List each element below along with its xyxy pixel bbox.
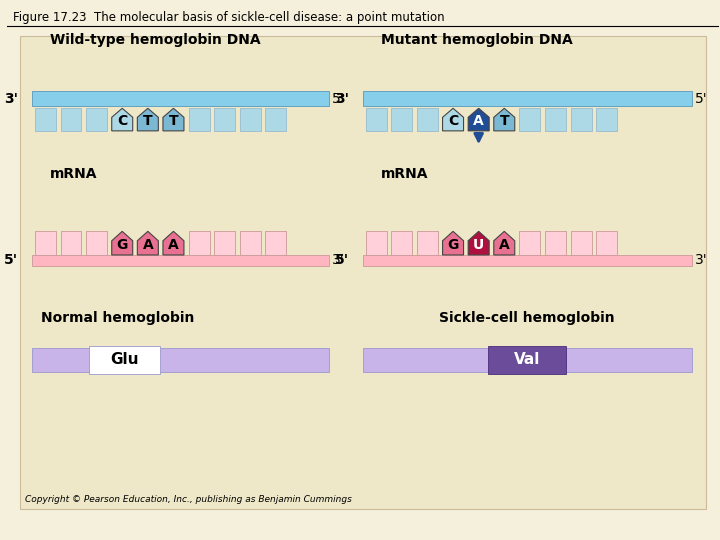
FancyBboxPatch shape: [596, 109, 617, 131]
FancyBboxPatch shape: [32, 91, 329, 106]
Polygon shape: [138, 231, 158, 255]
FancyBboxPatch shape: [417, 109, 438, 131]
Text: Mutant hemoglobin DNA: Mutant hemoglobin DNA: [381, 33, 572, 47]
FancyBboxPatch shape: [488, 346, 567, 374]
Polygon shape: [494, 231, 515, 255]
Text: Copyright © Pearson Education, Inc., publishing as Benjamin Cummings: Copyright © Pearson Education, Inc., pub…: [25, 495, 352, 504]
Text: A: A: [499, 238, 510, 252]
Text: 5': 5': [333, 92, 345, 106]
Polygon shape: [468, 109, 489, 131]
Text: A: A: [168, 238, 179, 252]
FancyBboxPatch shape: [214, 109, 235, 131]
FancyBboxPatch shape: [20, 36, 706, 509]
Text: Glu: Glu: [110, 353, 139, 368]
Polygon shape: [112, 231, 132, 255]
Polygon shape: [468, 231, 489, 255]
FancyBboxPatch shape: [35, 231, 56, 255]
Polygon shape: [112, 109, 132, 131]
Text: Val: Val: [514, 353, 541, 368]
Text: Wild-type hemoglobin DNA: Wild-type hemoglobin DNA: [50, 33, 261, 47]
FancyBboxPatch shape: [240, 231, 261, 255]
FancyBboxPatch shape: [363, 255, 692, 266]
Text: mRNA: mRNA: [381, 167, 428, 181]
FancyBboxPatch shape: [60, 231, 81, 255]
FancyBboxPatch shape: [240, 109, 261, 131]
Polygon shape: [163, 231, 184, 255]
Text: A: A: [473, 114, 484, 129]
FancyBboxPatch shape: [392, 231, 413, 255]
Text: 3': 3': [4, 92, 18, 106]
Text: 5': 5': [335, 253, 348, 267]
FancyBboxPatch shape: [545, 109, 566, 131]
Polygon shape: [494, 109, 515, 131]
FancyBboxPatch shape: [571, 109, 592, 131]
FancyBboxPatch shape: [86, 231, 107, 255]
FancyBboxPatch shape: [266, 109, 287, 131]
Polygon shape: [443, 231, 464, 255]
FancyBboxPatch shape: [189, 109, 210, 131]
FancyBboxPatch shape: [571, 231, 592, 255]
FancyBboxPatch shape: [32, 255, 329, 266]
FancyBboxPatch shape: [89, 346, 160, 374]
FancyBboxPatch shape: [86, 109, 107, 131]
Text: 3': 3': [695, 253, 708, 267]
FancyBboxPatch shape: [60, 109, 81, 131]
FancyBboxPatch shape: [519, 109, 541, 131]
Text: Figure 17.23  The molecular basis of sickle-cell disease: a point mutation: Figure 17.23 The molecular basis of sick…: [13, 11, 444, 24]
Text: A: A: [143, 238, 153, 252]
Text: 5': 5': [695, 92, 708, 106]
FancyBboxPatch shape: [545, 231, 566, 255]
FancyBboxPatch shape: [596, 231, 617, 255]
Text: C: C: [448, 114, 458, 129]
FancyBboxPatch shape: [189, 231, 210, 255]
FancyBboxPatch shape: [366, 231, 387, 255]
Text: 5': 5': [4, 253, 18, 267]
FancyBboxPatch shape: [35, 109, 56, 131]
Text: 3': 3': [335, 92, 348, 106]
Polygon shape: [138, 109, 158, 131]
FancyBboxPatch shape: [366, 109, 387, 131]
FancyBboxPatch shape: [214, 231, 235, 255]
Text: Sickle-cell hemoglobin: Sickle-cell hemoglobin: [438, 312, 614, 325]
Text: Normal hemoglobin: Normal hemoglobin: [41, 312, 194, 325]
Text: U: U: [473, 238, 485, 252]
Polygon shape: [443, 109, 464, 131]
FancyBboxPatch shape: [32, 348, 329, 372]
Text: C: C: [117, 114, 127, 129]
Text: T: T: [168, 114, 179, 129]
FancyBboxPatch shape: [519, 231, 541, 255]
Text: T: T: [500, 114, 509, 129]
Text: G: G: [447, 238, 459, 252]
FancyBboxPatch shape: [363, 91, 692, 106]
Text: G: G: [117, 238, 128, 252]
FancyBboxPatch shape: [417, 231, 438, 255]
FancyBboxPatch shape: [363, 348, 692, 372]
FancyBboxPatch shape: [266, 231, 287, 255]
Text: mRNA: mRNA: [50, 167, 97, 181]
Text: 3': 3': [333, 253, 345, 267]
FancyBboxPatch shape: [392, 109, 413, 131]
Text: T: T: [143, 114, 153, 129]
Polygon shape: [163, 109, 184, 131]
